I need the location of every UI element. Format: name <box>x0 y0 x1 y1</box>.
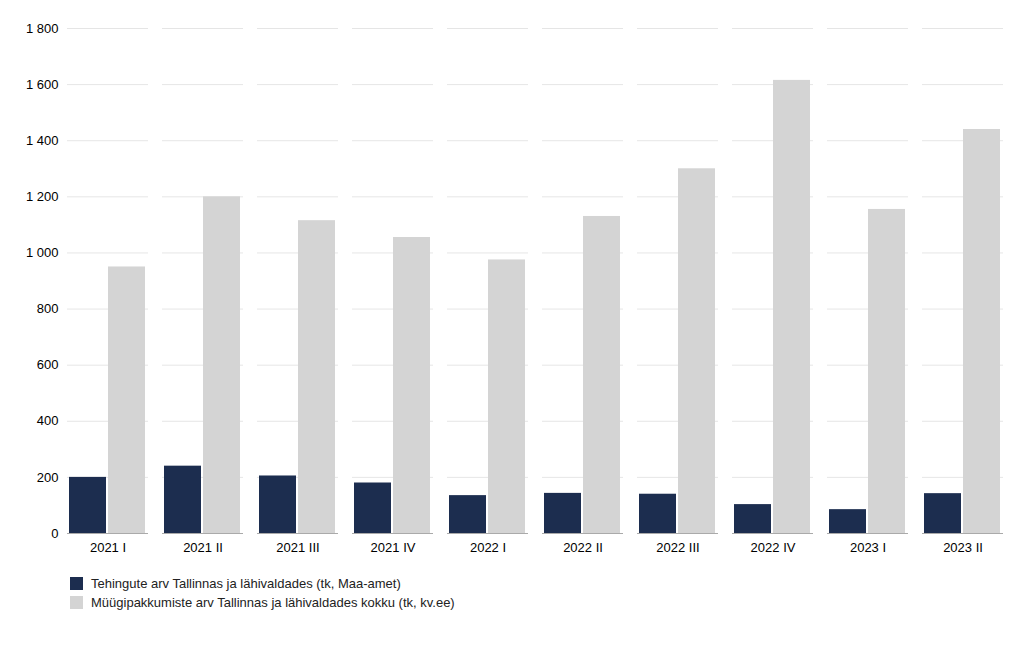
svg-text:1 600: 1 600 <box>26 77 59 92</box>
svg-text:2021 III: 2021 III <box>276 540 319 555</box>
svg-text:2022 IV: 2022 IV <box>751 540 796 555</box>
svg-text:2022 III: 2022 III <box>656 540 699 555</box>
svg-text:2022 II: 2022 II <box>563 540 603 555</box>
svg-text:1 400: 1 400 <box>26 133 59 148</box>
svg-text:2021 II: 2021 II <box>183 540 223 555</box>
svg-text:1 200: 1 200 <box>26 189 59 204</box>
svg-text:2021 IV: 2021 IV <box>371 540 416 555</box>
html-text:Tehingute arv Tallinnas ja läh: Tehingute arv Tallinnas ja lähivaldades … <box>91 576 401 591</box>
svg-text:800: 800 <box>37 301 59 316</box>
svg-text:1 800: 1 800 <box>26 21 59 36</box>
svg-text:2021 I: 2021 I <box>90 540 126 555</box>
svg-text:2023 II: 2023 II <box>943 540 983 555</box>
svg-text:200: 200 <box>37 470 59 485</box>
svg-text:0: 0 <box>51 526 58 541</box>
svg-text:2023 I: 2023 I <box>850 540 886 555</box>
svg-text:2022 I: 2022 I <box>470 540 506 555</box>
svg-text:600: 600 <box>37 357 59 372</box>
svg-text:400: 400 <box>37 413 59 428</box>
svg-text:1 000: 1 000 <box>26 245 59 260</box>
html-text:Müügipakkumiste arv Tallinnas: Müügipakkumiste arv Tallinnas ja lähival… <box>91 595 455 610</box>
